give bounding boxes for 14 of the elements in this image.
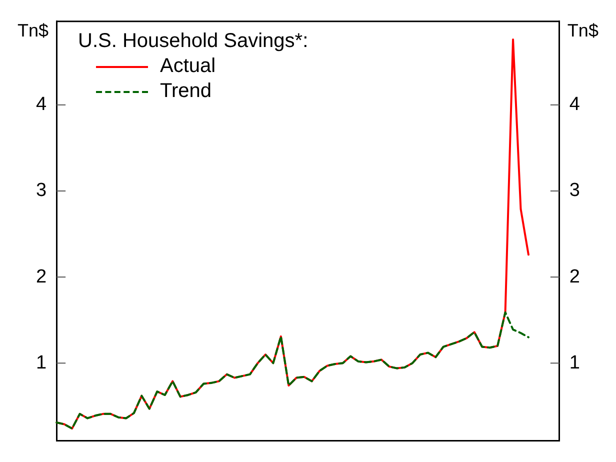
line-series xyxy=(56,311,530,430)
y-tick-label: 2 xyxy=(36,266,47,288)
y-tick-label: 4 xyxy=(36,94,47,116)
y2-tick-label: 3 xyxy=(569,180,580,202)
y2-tick-label: 4 xyxy=(569,94,580,116)
legend-label: Trend xyxy=(160,80,212,103)
y-axis-title: Tn$ xyxy=(18,20,49,40)
y-tick-label: 3 xyxy=(36,180,47,202)
y2-tick-label: 2 xyxy=(569,266,580,288)
y2-axis-title: Tn$ xyxy=(567,20,598,40)
y-tick-label: 1 xyxy=(36,352,47,374)
y2-tick-label: 1 xyxy=(569,352,580,374)
legend-label: Actual xyxy=(160,55,216,78)
legend-title: U.S. Household Savings*: xyxy=(78,30,308,53)
